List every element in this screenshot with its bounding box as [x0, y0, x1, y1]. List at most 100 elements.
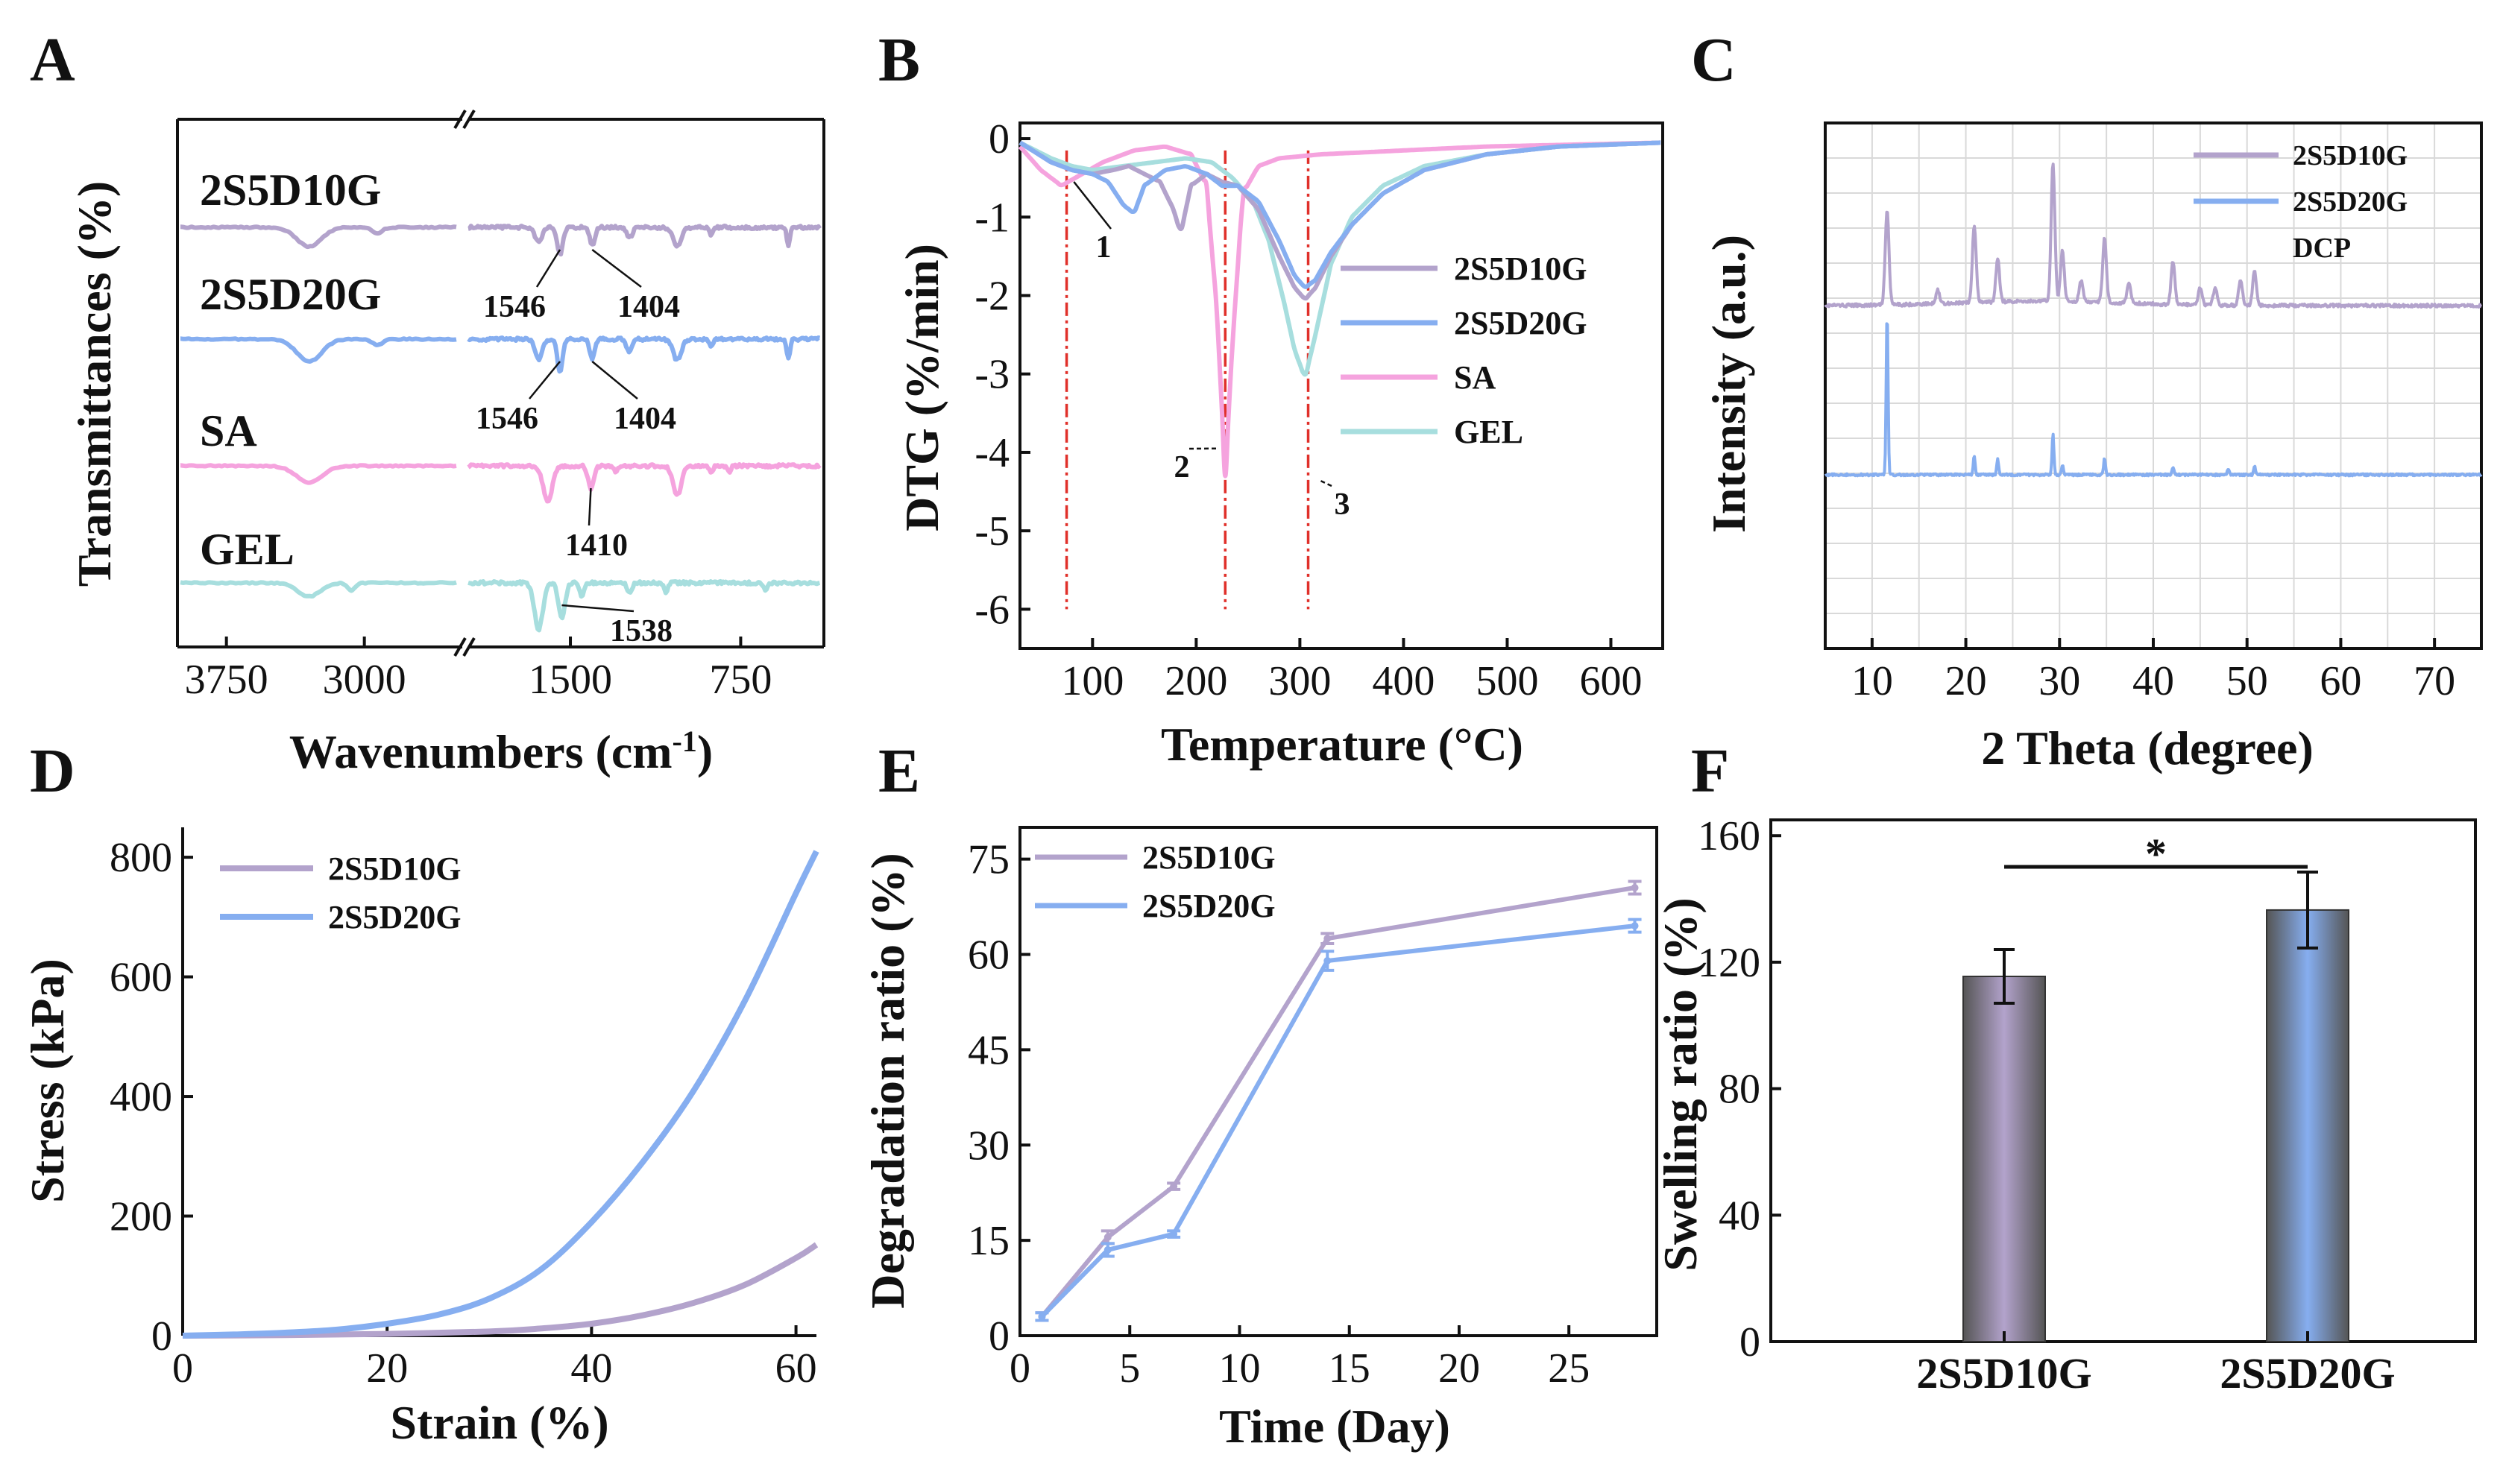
a-x-tick-right-0: 1500	[529, 657, 612, 703]
b-annotation-arrow-3	[1317, 479, 1332, 487]
b-x-tick-5: 600	[1579, 658, 1642, 704]
e-y-tick-3: 45	[968, 1027, 1010, 1073]
a-series-GEL-right	[467, 579, 821, 633]
a-series-2S5D20G-left	[180, 336, 457, 364]
b-x-axis-label: Temperature (°C)	[1161, 718, 1523, 771]
e-series-2S5D20G	[1040, 923, 1635, 1319]
b-legend-label-2S5D20G: 2S5D20G	[1454, 305, 1587, 341]
c-legend-label-2S5D10G: 2S5D10G	[2293, 140, 2408, 171]
b-y-tick-5: -5	[975, 508, 1010, 555]
b-series-2S5D20G	[1018, 140, 1661, 289]
d-x-tick-0: 0	[172, 1345, 193, 1392]
b-y-tick-0: 0	[989, 116, 1010, 162]
d-legend-label-2S5D10G: 2S5D10G	[328, 850, 461, 887]
panel-label-f: F	[1691, 736, 1729, 806]
e-point-2S5D20G-2	[1170, 1230, 1178, 1238]
b-x-tick-0: 100	[1061, 658, 1124, 704]
c-series-2S5D20G	[1824, 322, 2483, 478]
b-y-tick-6: -6	[975, 587, 1010, 633]
a-peak-arrow-2S5D20G-1	[591, 361, 638, 400]
a-series-name-2S5D20G: 2S5D20G	[200, 270, 381, 319]
e-point-2S5D10G-3	[1323, 935, 1332, 943]
e-x-tick-0: 0	[1010, 1345, 1030, 1392]
e-x-tick-4: 20	[1438, 1345, 1480, 1392]
panel-e: E 0 5 10 15 20 25 0 15 30 45 60 75 Time (Day) Degradat…	[861, 736, 1658, 1453]
c-x-tick-6: 70	[2414, 658, 2455, 704]
e-point-2S5D20G-1	[1103, 1245, 1112, 1254]
b-y-tick-3: -3	[975, 352, 1010, 398]
f-y-tick-0: 0	[1739, 1319, 1760, 1365]
panel-a: A 3750 3000 1500 750 Wavenumbers (cm-1) Transm…	[30, 25, 825, 778]
b-x-tick-1: 200	[1165, 658, 1227, 704]
f-bar-2S5D20G	[2266, 909, 2349, 1342]
d-series-2S5D20G	[182, 850, 819, 1339]
b-y-tick-1: -1	[975, 195, 1010, 241]
b-plot-frame	[1018, 121, 1664, 650]
b-legend-label-SA: SA	[1454, 359, 1496, 396]
e-x-tick-2: 10	[1218, 1345, 1260, 1392]
a-series-GEL-left	[180, 580, 457, 599]
c-y-axis-label: Intensity (a.u.)	[1702, 235, 1755, 533]
e-point-2S5D10G-1	[1103, 1233, 1112, 1241]
f-y-tick-2: 80	[1719, 1067, 1760, 1113]
d-legend-label-2S5D20G: 2S5D20G	[328, 899, 461, 935]
f-bar-2S5D10G	[1962, 976, 2046, 1342]
e-y-tick-2: 30	[968, 1123, 1010, 1169]
f-y-axis-label: Swelling ratio (%)	[1654, 897, 1707, 1271]
b-annotation-1: 1	[1096, 230, 1112, 265]
e-plot-frame	[1018, 826, 1658, 1337]
c-legend-label-2S5D20G: 2S5D20G	[2293, 186, 2408, 218]
a-x-axis-label-sup: -1	[673, 724, 697, 758]
c-x-tick-0: 10	[1851, 658, 1893, 704]
b-y-tick-2: -2	[975, 273, 1010, 319]
d-y-tick-1: 200	[110, 1194, 172, 1240]
e-point-2S5D20G-4	[1631, 922, 1639, 930]
panel-label-e: E	[878, 736, 920, 806]
a-y-axis-label: Transmittances (%)	[68, 181, 121, 587]
panel-b: B 100 200 300 400 500 600 0 -1 -2 -3 -4 -5 -6 Temperat…	[878, 25, 1664, 771]
d-y-tick-3: 600	[110, 955, 172, 1001]
f-y-tick-3: 120	[1698, 940, 1760, 986]
b-y-tick-4: -4	[975, 430, 1010, 476]
c-legend-label-DCP: DCP	[2293, 233, 2351, 264]
b-x-tick-3: 400	[1372, 658, 1435, 704]
a-x-tick-left-1: 3000	[323, 657, 406, 703]
e-legend-label-2S5D10G: 2S5D10G	[1142, 839, 1275, 876]
f-y-tick-1: 40	[1719, 1193, 1760, 1239]
a-peak-2S5D20G-1: 1404	[614, 402, 676, 436]
e-point-2S5D20G-3	[1323, 957, 1332, 965]
panel-label-b: B	[878, 25, 920, 95]
f-errorbar-2S5D20G	[2297, 871, 2318, 950]
a-peak-2S5D20G-0: 1546	[476, 402, 538, 436]
a-peak-arrow-SA-0	[588, 487, 592, 526]
c-x-tick-4: 50	[2226, 658, 2268, 704]
e-x-axis-label: Time (Day)	[1219, 1400, 1450, 1453]
b-annotation-arrow-1	[1073, 181, 1112, 230]
d-y-tick-0: 0	[151, 1313, 172, 1360]
f-x-tick-2S5D20G: 2S5D20G	[2220, 1349, 2395, 1398]
d-x-tick-2: 40	[570, 1345, 612, 1392]
b-x-tick-4: 500	[1476, 658, 1538, 704]
a-axis-break-0	[453, 109, 476, 130]
a-peak-arrow-2S5D10G-1	[591, 249, 642, 288]
a-series-2S5D10G-left	[180, 224, 457, 250]
panel-label-c: C	[1691, 25, 1737, 95]
d-x-tick-3: 60	[775, 1345, 817, 1392]
b-y-axis-label: DTG (%/min)	[895, 244, 948, 531]
d-x-axis-label: Strain (%)	[390, 1396, 608, 1449]
e-point-2S5D10G-2	[1170, 1182, 1178, 1190]
b-legend-label-2S5D10G: 2S5D10G	[1454, 250, 1587, 287]
a-x-axis-label-close: )	[697, 725, 713, 778]
panel-label-d: D	[30, 736, 75, 806]
a-peak-arrow-2S5D20G-0	[529, 361, 561, 400]
e-x-tick-5: 25	[1548, 1345, 1590, 1392]
e-legend-label-2S5D20G: 2S5D20G	[1142, 888, 1275, 924]
a-x-tick-right-1: 750	[709, 657, 772, 703]
a-peak-GEL-0: 1538	[610, 614, 673, 648]
c-x-tick-3: 40	[2132, 658, 2174, 704]
b-annotation-3: 3	[1335, 487, 1350, 522]
a-series-SA-right	[467, 462, 822, 504]
e-point-2S5D10G-4	[1631, 883, 1639, 891]
f-y-tick-4: 160	[1698, 813, 1760, 859]
a-x-tick-left-0: 3750	[185, 657, 268, 703]
